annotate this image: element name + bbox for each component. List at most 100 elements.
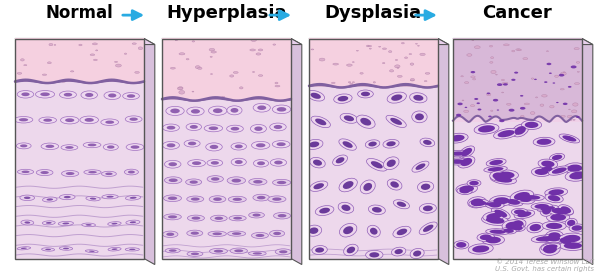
Ellipse shape xyxy=(550,105,554,108)
Ellipse shape xyxy=(58,221,73,225)
Bar xyxy=(162,39,291,258)
Ellipse shape xyxy=(163,124,179,131)
Ellipse shape xyxy=(540,104,544,106)
Ellipse shape xyxy=(64,196,71,198)
Ellipse shape xyxy=(106,196,113,198)
Ellipse shape xyxy=(418,45,419,46)
Ellipse shape xyxy=(501,228,517,234)
Ellipse shape xyxy=(416,163,425,170)
Ellipse shape xyxy=(344,244,358,256)
Ellipse shape xyxy=(541,206,555,211)
Ellipse shape xyxy=(85,118,94,122)
Ellipse shape xyxy=(474,98,478,100)
Ellipse shape xyxy=(251,38,257,42)
Ellipse shape xyxy=(54,44,56,45)
Ellipse shape xyxy=(464,107,467,108)
Ellipse shape xyxy=(315,248,324,253)
Ellipse shape xyxy=(412,161,429,172)
Ellipse shape xyxy=(487,94,491,96)
Ellipse shape xyxy=(371,161,383,169)
Ellipse shape xyxy=(187,107,204,116)
Ellipse shape xyxy=(356,50,358,51)
Ellipse shape xyxy=(536,236,555,241)
Ellipse shape xyxy=(186,59,189,60)
Ellipse shape xyxy=(382,48,386,49)
Polygon shape xyxy=(144,39,155,265)
Ellipse shape xyxy=(207,176,223,182)
Ellipse shape xyxy=(42,74,47,75)
Ellipse shape xyxy=(254,126,263,131)
Ellipse shape xyxy=(124,53,127,54)
Ellipse shape xyxy=(514,72,518,74)
Ellipse shape xyxy=(62,222,69,224)
Ellipse shape xyxy=(539,243,560,255)
Ellipse shape xyxy=(163,141,179,149)
Ellipse shape xyxy=(253,214,260,217)
Ellipse shape xyxy=(213,108,223,113)
Ellipse shape xyxy=(20,59,24,61)
Ellipse shape xyxy=(332,155,347,166)
Ellipse shape xyxy=(449,159,466,164)
Ellipse shape xyxy=(530,224,541,231)
Ellipse shape xyxy=(175,40,178,41)
Ellipse shape xyxy=(410,78,415,81)
Ellipse shape xyxy=(540,205,553,216)
Ellipse shape xyxy=(195,66,200,69)
Ellipse shape xyxy=(257,105,266,110)
Ellipse shape xyxy=(249,178,267,185)
Ellipse shape xyxy=(232,232,241,235)
Ellipse shape xyxy=(208,106,227,115)
Ellipse shape xyxy=(19,118,28,121)
Ellipse shape xyxy=(214,250,223,253)
Ellipse shape xyxy=(20,195,35,200)
Ellipse shape xyxy=(209,196,226,203)
Ellipse shape xyxy=(17,169,34,174)
Ellipse shape xyxy=(344,116,354,121)
Ellipse shape xyxy=(35,90,55,98)
Ellipse shape xyxy=(559,134,580,143)
Ellipse shape xyxy=(537,205,558,212)
Ellipse shape xyxy=(115,61,118,62)
Ellipse shape xyxy=(179,90,185,94)
Bar xyxy=(309,39,438,258)
Ellipse shape xyxy=(493,197,509,204)
Ellipse shape xyxy=(272,179,290,186)
Ellipse shape xyxy=(227,125,244,132)
Ellipse shape xyxy=(312,246,328,254)
Ellipse shape xyxy=(367,158,387,171)
Ellipse shape xyxy=(256,53,261,55)
Ellipse shape xyxy=(40,171,49,174)
Ellipse shape xyxy=(491,57,494,59)
Ellipse shape xyxy=(80,116,98,124)
Ellipse shape xyxy=(275,82,278,84)
Ellipse shape xyxy=(520,107,526,110)
Bar xyxy=(453,39,582,258)
Ellipse shape xyxy=(232,179,241,183)
Ellipse shape xyxy=(462,100,464,101)
Ellipse shape xyxy=(85,250,98,253)
Ellipse shape xyxy=(169,249,176,252)
Ellipse shape xyxy=(457,188,472,194)
Ellipse shape xyxy=(251,232,268,238)
Ellipse shape xyxy=(191,109,200,114)
Ellipse shape xyxy=(65,146,74,149)
Ellipse shape xyxy=(531,235,560,243)
Ellipse shape xyxy=(553,82,555,84)
Ellipse shape xyxy=(410,80,414,81)
Ellipse shape xyxy=(514,192,535,204)
Ellipse shape xyxy=(61,116,79,124)
Ellipse shape xyxy=(103,144,118,150)
Ellipse shape xyxy=(464,82,469,84)
Ellipse shape xyxy=(563,103,568,105)
Ellipse shape xyxy=(461,148,472,156)
Bar xyxy=(15,39,144,258)
Ellipse shape xyxy=(61,145,78,150)
Ellipse shape xyxy=(535,204,549,209)
Ellipse shape xyxy=(233,198,242,201)
Polygon shape xyxy=(15,39,155,45)
Ellipse shape xyxy=(547,206,574,216)
Ellipse shape xyxy=(231,143,247,150)
Ellipse shape xyxy=(510,190,533,202)
Ellipse shape xyxy=(488,167,503,171)
Ellipse shape xyxy=(527,222,544,233)
